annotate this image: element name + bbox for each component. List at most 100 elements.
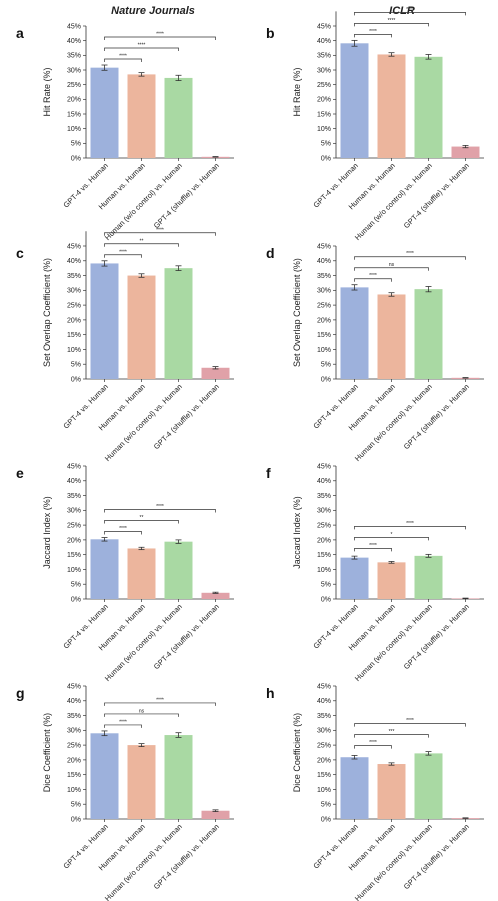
significance-bracket <box>104 520 179 524</box>
y-tick-label: 40% <box>317 258 331 265</box>
y-tick-label: 5% <box>321 582 331 589</box>
significance-label: *** <box>389 729 395 735</box>
y-tick-label: 15% <box>67 332 81 339</box>
y-tick-label: 25% <box>67 82 81 89</box>
bar <box>377 562 406 599</box>
column-title-nature: Nature Journals <box>111 5 195 17</box>
panel-b: b 0% 5% 10% 15% 20% 25% 30% 35% 40% 45% Hit Rate (%… <box>266 7 484 242</box>
panel-g: g 0% 5% 10% 15% 20% 25% 30% 35% 40% 45% Dice Coeffi… <box>16 683 234 901</box>
significance-label: **** <box>406 251 414 257</box>
significance-bracket <box>354 12 466 16</box>
y-tick-label: 5% <box>71 141 81 148</box>
panel-letter: e <box>16 465 24 481</box>
significance-bracket <box>104 724 142 728</box>
y-tick-label: 25% <box>317 523 331 530</box>
y-tick-label: 15% <box>67 111 81 118</box>
significance-bracket <box>354 537 429 541</box>
y-tick-label: 0% <box>321 596 331 603</box>
bar <box>201 367 230 379</box>
y-tick-label: 45% <box>67 243 81 250</box>
x-tick-label: GPT-4 (shuffle) vs. Human <box>402 161 471 230</box>
panel-a: a 0% 5% 10% 15% 20% 25% 30% 35% 40% 45% Hit Rate (%… <box>16 23 234 242</box>
x-tick-label: Human (w/o control) vs. Human <box>103 161 184 242</box>
bar <box>90 539 119 599</box>
y-axis-label: Set Overlap Coefficient (%) <box>42 258 52 367</box>
y-tick-label: 0% <box>321 816 331 823</box>
bar <box>340 287 369 379</box>
y-tick-label: 30% <box>67 728 81 735</box>
x-tick-label: GPT-4 (shuffle) vs. Human <box>152 602 221 671</box>
y-tick-label: 35% <box>67 493 81 500</box>
bar <box>451 146 480 158</box>
y-tick-label: 5% <box>321 362 331 369</box>
significance-bracket <box>104 232 216 236</box>
significance-label: ns <box>389 262 395 268</box>
y-tick-label: 35% <box>317 493 331 500</box>
y-tick-label: 5% <box>321 141 331 148</box>
significance-label: ns <box>139 708 145 714</box>
significance-label: **** <box>156 227 164 233</box>
x-tick-label: GPT-4 (shuffle) vs. Human <box>152 822 221 891</box>
significance-bracket <box>354 23 429 27</box>
x-tick-label: Human (w/o control) vs. Human <box>353 602 434 683</box>
y-tick-label: 10% <box>67 347 81 354</box>
bar <box>340 43 369 158</box>
y-tick-label: 20% <box>67 97 81 104</box>
y-tick-label: 15% <box>67 552 81 559</box>
significance-bracket <box>354 267 429 271</box>
y-tick-label: 30% <box>67 288 81 295</box>
significance-label: **** <box>369 740 377 746</box>
y-tick-label: 40% <box>317 478 331 485</box>
y-tick-label: 35% <box>67 53 81 60</box>
x-tick-label: GPT-4 (shuffle) vs. Human <box>402 822 471 891</box>
bar <box>414 56 443 158</box>
bar <box>90 67 119 158</box>
x-tick-label: Human (w/o control) vs. Human <box>353 161 434 242</box>
y-tick-label: 5% <box>321 802 331 809</box>
panel-letter: g <box>16 685 25 701</box>
bar <box>127 275 156 379</box>
significance-label: ** <box>140 238 144 244</box>
significance-bracket <box>104 702 216 706</box>
y-tick-label: 25% <box>67 523 81 530</box>
significance-label: **** <box>156 32 164 38</box>
panel-d: d 0% 5% 10% 15% 20% 25% 30% 35% 40% 45% Set Overlap… <box>266 243 484 463</box>
significance-label: ** <box>140 515 144 521</box>
panel-f: f 0% 5% 10% 15% 20% 25% 30% 35% 40% 45% Jaccard Ind… <box>266 463 484 683</box>
significance-label: **** <box>156 697 164 703</box>
y-axis-label: Hit Rate (%) <box>42 67 52 116</box>
significance-bracket <box>354 734 429 738</box>
panel-letter: d <box>266 245 275 261</box>
y-tick-label: 10% <box>67 787 81 794</box>
y-axis-label: Set Overlap Coefficient (%) <box>292 258 302 367</box>
y-axis-label: Jaccard Index (%) <box>42 496 52 569</box>
y-tick-label: 10% <box>317 787 331 794</box>
significance-bracket <box>104 713 179 717</box>
significance-label: **** <box>406 718 414 724</box>
panel-c: c 0% 5% 10% 15% 20% 25% 30% 35% 40% 45% Set Overlap… <box>16 227 234 463</box>
y-tick-label: 0% <box>321 155 331 162</box>
y-tick-label: 5% <box>71 582 81 589</box>
y-tick-label: 25% <box>317 82 331 89</box>
y-tick-label: 25% <box>317 743 331 750</box>
y-tick-label: 45% <box>317 463 331 470</box>
significance-bracket <box>104 243 179 247</box>
y-tick-label: 0% <box>71 816 81 823</box>
y-tick-label: 45% <box>317 683 331 690</box>
bar <box>127 548 156 599</box>
y-tick-label: 40% <box>317 38 331 45</box>
y-tick-label: 5% <box>71 362 81 369</box>
y-tick-label: 40% <box>317 698 331 705</box>
significance-label: **** <box>156 504 164 510</box>
y-tick-label: 35% <box>317 53 331 60</box>
bar <box>164 268 193 379</box>
significance-label: **** <box>119 719 127 725</box>
bar <box>164 735 193 819</box>
significance-bracket <box>354 548 392 552</box>
x-tick-label: Human (w/o control) vs. Human <box>103 602 184 683</box>
y-tick-label: 15% <box>317 111 331 118</box>
significance-label: **** <box>406 7 414 13</box>
y-tick-label: 10% <box>317 347 331 354</box>
y-tick-label: 40% <box>67 478 81 485</box>
panel-letter: b <box>266 25 275 41</box>
